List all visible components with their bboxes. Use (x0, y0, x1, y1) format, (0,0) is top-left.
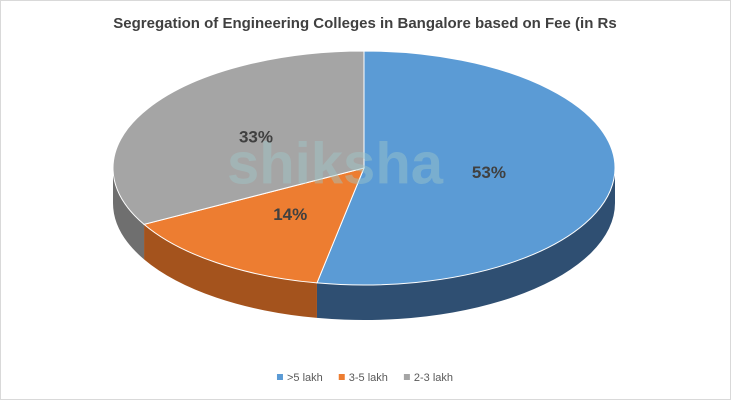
pie-side (316, 168, 615, 321)
legend-swatch (338, 374, 345, 380)
pie-slice (316, 50, 616, 286)
legend: >5 lakh 3-5 lakh 2-3 lakh (276, 372, 453, 384)
legend-label: >5 lakh (287, 372, 323, 384)
data-label: 33% (239, 128, 273, 147)
legend-label: 3-5 lakh (349, 372, 388, 384)
legend-swatch (276, 374, 283, 380)
data-label: 14% (273, 205, 307, 224)
pie-slice (142, 167, 365, 284)
pie-side (144, 224, 317, 318)
chart-title: Segregation of Engineering Colleges in B… (113, 15, 616, 32)
watermark: shiksha (227, 131, 444, 196)
legend-label: 2-3 lakh (414, 372, 453, 384)
pie-slice (112, 50, 365, 225)
data-label: 53% (472, 163, 506, 182)
legend-swatch (403, 374, 410, 380)
pie-side (113, 168, 145, 260)
